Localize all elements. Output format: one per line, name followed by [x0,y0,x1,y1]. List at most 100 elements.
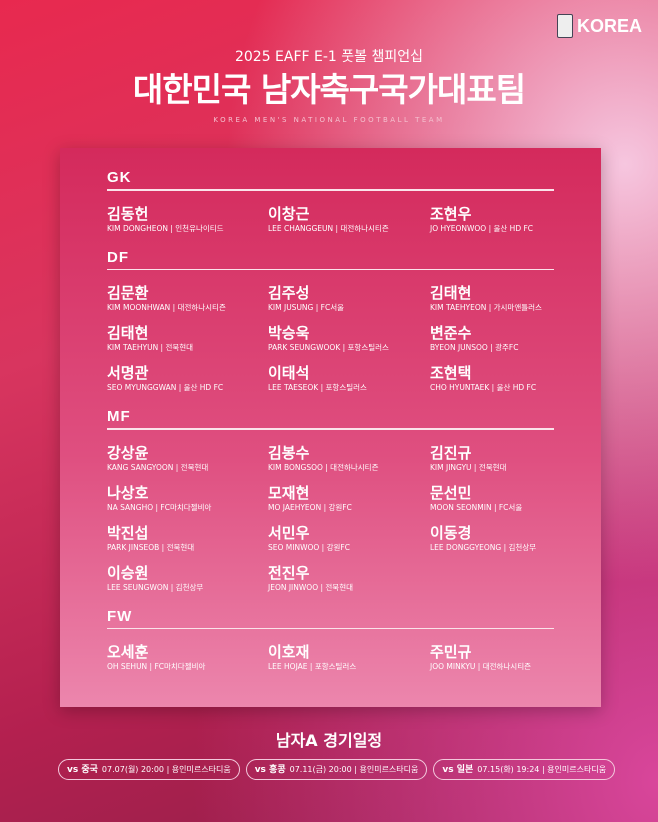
match-detail: 07.15(화) 19:24 | 용인미르스타디움 [477,765,607,774]
player-info: KANG SANGYOON | 전북현대 [107,462,209,472]
player-info: MO JAEHYEON | 강원FC [268,502,352,512]
player-item: 이승원 LEE SEUNGWON | 김천상무 [107,564,268,604]
player-item: 박승욱 PARK SEUNGWOOK | 포항스틸러스 [268,324,430,364]
player-info: OH SEHUN | FC마치다젤비아 [107,662,206,671]
player-name: 김태현 [107,324,149,342]
player-item: 김문환 KIM MOONHWAN | 대전하나시티즌 [107,284,268,324]
player-info: LEE DONGGYEONG | 김천상무 [430,542,537,552]
player-item: 박진섭 PARK JINSEOB | 전북현대 [107,524,268,564]
player-item: 김주성 KIM JUSUNG | FC서울 [268,284,430,324]
match-pill: vs 홍콩 07.11(금) 20:00 | 용인미르스타디움 [245,759,428,780]
player-item: 주민규 JOO MINKYU | 대전하나시티즌 [430,643,590,683]
player-info: NA SANGHO | FC마치다젤비아 [107,502,212,512]
player-info: PARK SEUNGWOOK | 포항스틸러스 [268,343,389,352]
player-name: 이동경 [430,523,472,542]
section-label: FW [107,607,133,625]
section-label: GK [107,169,132,186]
player-info: SEO MYUNGGWAN | 울산 HD FC [107,383,224,392]
player-item: 이동경 LEE DONGGYEONG | 김천상무 [430,524,590,564]
player-info: LEE TAESEOK | 포항스틸러스 [268,383,367,392]
player-info: LEE CHANGGEUN | 대전하나시티즌 [268,223,389,233]
player-name: 김태현 [430,284,472,302]
player-item: 김봉수 KIM BONGSOO | 대전하나시티즌 [268,444,430,484]
player-item: 강상윤 KANG SANGYOON | 전북현대 [107,444,268,484]
match-opponent: vs 홍콩 [254,765,286,775]
player-info: JEON JINWOO | 전북현대 [268,582,353,592]
player-name: 이승원 [107,563,149,582]
player-name: 이태석 [268,364,310,382]
match-list: vs 중국 07.07(월) 20:00 | 용인미르스타디움 vs 홍콩 07.11… [58,759,616,780]
player-name: 김주성 [268,284,310,302]
section-gk: GK 김동헌 KIM DONGHEON | 인천유나이티드 이창근 LEE CHA… [107,170,554,245]
player-name: 김동헌 [107,204,149,223]
divider [107,428,554,430]
section-mf: MF 강상윤 KANG SANGYOON | 전북현대 김봉수 KIM BONGS… [107,409,554,604]
player-info: MOON SEONMIN | FC서울 [430,502,523,512]
player-info: LEE SEUNGWON | 김천상무 [107,582,204,592]
player-name: 이호재 [268,643,310,661]
player-item: 이호재 LEE HOJAE | 포항스틸러스 [268,643,430,683]
match-detail: 07.11(금) 20:00 | 용인미르스타디움 [289,765,419,774]
kfa-emblem-icon [556,14,573,38]
player-info: KIM MOONHWAN | 대전하나시티즌 [107,303,226,312]
player-info: KIM DONGHEON | 인천유나이티드 [107,223,224,233]
player-item: 오세훈 OH SEHUN | FC마치다젤비아 [107,643,268,683]
player-name: 모재현 [268,483,310,502]
player-item: 김태현 KIM TAEHYUN | 전북현대 [107,324,268,364]
player-name: 나상호 [107,483,149,502]
section-fw: FW 오세훈 OH SEHUN | FC마치다젤비아 이호재 LEE HOJAE … [107,607,554,684]
player-info: SEO MINWOO | 강원FC [268,542,350,552]
player-info: KIM BONGSOO | 대전하나시티즌 [268,462,379,472]
match-detail: 07.07(월) 20:00 | 용인미르스타디움 [101,765,231,774]
player-name: 박승욱 [268,324,310,342]
player-name: 이창근 [268,204,310,223]
player-item: 조현택 CHO HYUNTAEK | 울산 HD FC [430,364,590,404]
player-item: 이태석 LEE TAESEOK | 포항스틸러스 [268,364,430,404]
player-name: 김문환 [107,284,149,302]
section-label: MF [107,408,131,425]
player-item: 서명관 SEO MYUNGGWAN | 울산 HD FC [107,364,268,404]
player-name: 김진규 [430,443,472,462]
player-info: KIM TAEHYEON | 가시마앤틀러스 [430,303,542,312]
player-name: 오세훈 [107,643,149,661]
player-name: 조현우 [430,204,472,223]
player-info: JOO MINKYU | 대전하나시티즌 [430,662,532,671]
player-name: 조현택 [430,364,472,382]
tournament-subtitle: 2025 EAFF E-1 풋볼 챔피언십 [234,49,424,65]
player-item: 조현우 JO HYEONWOO | 울산 HD FC [430,205,590,245]
player-info: KIM JUSUNG | FC서울 [268,303,345,312]
player-name: 문선민 [430,483,472,502]
player-item: 김태현 KIM TAEHYEON | 가시마앤틀러스 [430,284,590,324]
match-opponent: vs 중국 [67,765,98,775]
player-info: KIM TAEHYUN | 전북현대 [107,343,194,352]
logo-text: KOREA [576,15,642,36]
player-info: JO HYEONWOO | 울산 HD FC [430,223,534,233]
divider [107,189,554,191]
roster-card: GK 김동헌 KIM DONGHEON | 인천유나이티드 이창근 LEE CHA… [60,148,601,707]
player-info: CHO HYUNTAEK | 울산 HD FC [430,383,537,392]
player-item: 김진규 KIM JINGYU | 전북현대 [430,444,590,484]
player-name: 변준수 [430,324,472,342]
player-item: 이창근 LEE CHANGGEUN | 대전하나시티즌 [268,205,430,245]
schedule-title: 남자A 경기일정 [275,731,383,750]
player-info: LEE HOJAE | 포항스틸러스 [268,662,357,671]
player-item: 변준수 BYEON JUNSOO | 광주FC [430,324,590,364]
match-pill: vs 중국 07.07(월) 20:00 | 용인미르스타디움 [58,759,240,780]
player-info: KIM JINGYU | 전북현대 [430,462,507,472]
section-label: DF [107,248,129,266]
player-name: 서명관 [107,364,149,382]
player-name: 서민우 [268,523,310,542]
player-name: 전진우 [268,563,310,582]
divider [107,268,554,270]
player-item: 서민우 SEO MINWOO | 강원FC [268,524,430,564]
kfa-logo: KOREA [556,14,642,38]
player-info: PARK JINSEOB | 전북현대 [107,542,195,552]
player-name: 강상윤 [107,443,149,462]
player-name: 박진섭 [107,523,149,542]
english-title: KOREA MEN'S NATIONAL FOOTBALL TEAM [213,116,445,124]
divider [107,627,554,629]
match-opponent: vs 일본 [442,765,474,775]
player-item: 문선민 MOON SEONMIN | FC서울 [430,484,590,524]
player-name: 주민규 [430,643,472,661]
player-item: 전진우 JEON JINWOO | 전북현대 [268,564,430,604]
